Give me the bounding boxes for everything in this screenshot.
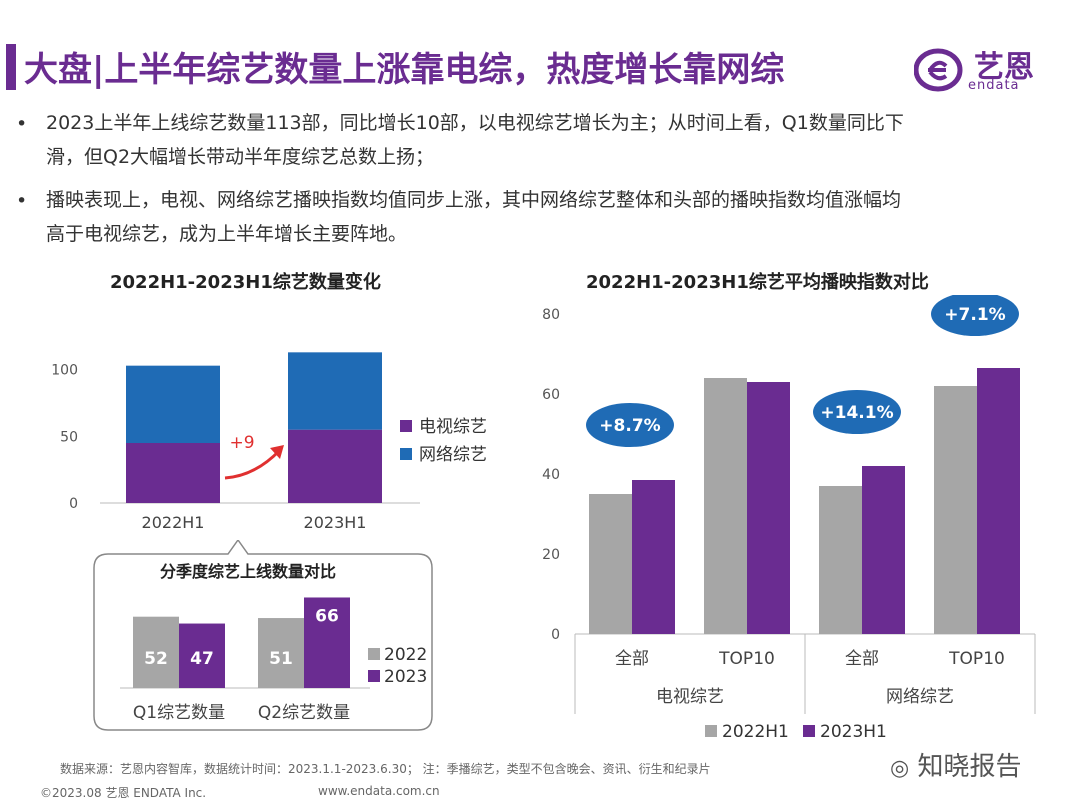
data-label: 66 (315, 606, 339, 626)
bar-2022H1 (589, 494, 632, 634)
group-label: 网络综艺 (886, 687, 954, 707)
bar-2022H1 (819, 486, 862, 634)
legend-swatch (400, 420, 412, 432)
x-tick-label: TOP10 (948, 649, 1005, 669)
legend-label: 电视综艺 (419, 417, 487, 437)
bar-2022 (133, 616, 179, 688)
bar-电视综艺 (126, 443, 220, 503)
x-tick-label: TOP10 (718, 649, 775, 669)
growth-annotation: +9 (229, 433, 254, 453)
growth-bubble-label: +7.1% (944, 305, 1005, 325)
wechat-icon: ◎ (890, 756, 910, 781)
bar-2023H1 (977, 368, 1020, 634)
bullet-text-1: 2023上半年上线综艺数量113部，同比增长10部，以电视综艺增长为主；从时间上… (46, 106, 1036, 174)
growth-bubble-label: +8.7% (599, 416, 660, 436)
y-tick-label: 50 (60, 429, 78, 445)
title-accent-bar (6, 44, 16, 90)
legend-label: 2023 (384, 667, 427, 687)
data-label: 51 (269, 649, 293, 669)
bar-2022H1 (934, 386, 977, 634)
y-tick-label: 80 (542, 307, 560, 323)
x-tick-label: Q2综艺数量 (258, 703, 350, 723)
growth-bubble (813, 390, 901, 434)
bar-2023 (304, 597, 350, 688)
legend-label: 2023H1 (820, 722, 887, 742)
footer-source: 数据来源：艺恩内容智库，数据统计时间：2023.1.1-2023.6.30； 注… (60, 762, 711, 776)
logo-sub: endata (968, 78, 1020, 93)
data-label: 47 (190, 649, 214, 669)
growth-arrowhead (270, 445, 284, 459)
x-tick-label: 全部 (845, 649, 879, 669)
legend-swatch (803, 725, 815, 737)
footer-url[interactable]: www.endata.com.cn (318, 784, 440, 798)
y-tick-label: 40 (542, 467, 560, 483)
legend-label: 2022H1 (722, 722, 789, 742)
group-label: 电视综艺 (656, 687, 724, 707)
growth-bubble (586, 403, 674, 447)
legend-swatch (368, 670, 380, 682)
legend-label: 网络综艺 (419, 445, 487, 465)
bullet-2-line-2: 高于电视综艺，成为上半年增长主要阵地。 (46, 223, 408, 245)
bar-2022 (258, 618, 304, 688)
bar-网络综艺 (288, 352, 382, 430)
bar-电视综艺 (288, 429, 382, 503)
chart-2-title: 分季度综艺上线数量对比 (160, 562, 337, 581)
x-tick-label: 2022H1 (142, 513, 205, 532)
bullet-dot: • (16, 113, 28, 135)
bar-2023H1 (862, 466, 905, 634)
bullet-1-line-1: 2023上半年上线综艺数量113部，同比增长10部，以电视综艺增长为主；从时间上… (46, 112, 904, 134)
growth-arrow (224, 448, 282, 480)
bar-2023H1 (632, 480, 675, 634)
y-tick-label: 0 (69, 496, 78, 512)
legend-label: 2022 (384, 645, 427, 665)
endata-logo-icon (914, 48, 963, 92)
logo-name: 艺恩 (974, 50, 1034, 85)
chart-1-title: 2022H1-2023H1综艺数量变化 (110, 272, 381, 293)
y-tick-label: 0 (551, 627, 560, 643)
y-tick-label: 100 (51, 363, 78, 379)
bar-网络综艺 (126, 365, 220, 443)
bullet-2-line-1: 播映表现上，电视、网络综艺播映指数均值同步上涨，其中网络综艺整体和头部的播映指数… (46, 189, 902, 211)
bullet-dot: • (16, 190, 28, 212)
x-tick-label: Q1综艺数量 (133, 703, 225, 723)
bullet-1-line-2: 滑，但Q2大幅增长带动半年度综艺总数上扬； (46, 146, 435, 168)
x-tick-label: 全部 (615, 649, 649, 669)
chart-3-title: 2022H1-2023H1综艺平均播映指数对比 (586, 272, 929, 293)
x-tick-label: 2023H1 (304, 513, 367, 532)
legend-swatch (400, 448, 412, 460)
bar-2023 (179, 623, 225, 688)
footer-copyright: ©2023.08 艺恩 ENDATA Inc. (40, 786, 207, 800)
growth-bubble-label: +14.1% (820, 403, 893, 423)
bar-2023H1 (747, 382, 790, 634)
growth-bubble (931, 295, 1019, 336)
y-tick-label: 20 (542, 547, 560, 563)
watermark-text: 知晓报告 (917, 752, 1022, 782)
y-tick-label: 60 (542, 387, 560, 403)
watermark: ◎ 知晓报告 (890, 746, 1021, 783)
grouped-bar-chart: 0 20 40 60 80 全部 TOP10 全部 TOP10 电视综艺 网络综艺 +8.7% +14.… (542, 295, 1036, 742)
bullet-text-2: 播映表现上，电视、网络综艺播映指数均值同步上涨，其中网络综艺整体和头部的播映指数… (46, 183, 1036, 251)
legend-swatch (368, 648, 380, 660)
bar-2022H1 (704, 378, 747, 634)
legend-swatch (705, 725, 717, 737)
data-label: 52 (144, 649, 168, 669)
page-title: 大盘|上半年综艺数量上涨靠电综，热度增长靠网综 (24, 50, 785, 90)
